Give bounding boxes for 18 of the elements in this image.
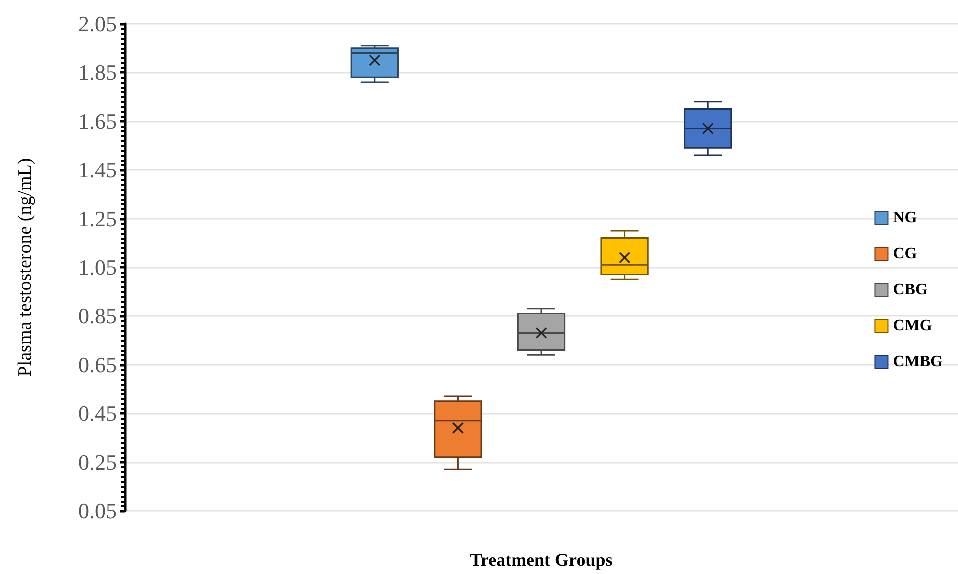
y-tick-label: 1.25 — [78, 206, 117, 232]
legend-label: NG — [893, 210, 918, 226]
y-tick-label: 1.05 — [78, 255, 117, 280]
legend-label: CMBG — [893, 354, 944, 370]
y-tick-label: 2.05 — [78, 12, 117, 36]
x-axis-title: Treatment Groups — [470, 550, 613, 570]
y-axis-title: Plasma testosterone (ng/mL) — [15, 158, 36, 377]
y-tick-label: 1.85 — [78, 60, 117, 86]
y-tick-label: 0.25 — [78, 450, 117, 475]
y-tick-label: 0.65 — [78, 352, 117, 378]
y-tick-label: 0.85 — [78, 304, 117, 329]
y-tick-label: 0.05 — [78, 498, 117, 524]
legend-label: CBG — [893, 282, 928, 298]
legend-label: CG — [893, 246, 918, 262]
legend-label: CMG — [893, 318, 933, 334]
y-tick-label: 1.65 — [78, 108, 117, 134]
y-tick-label: 1.45 — [78, 158, 117, 183]
y-tick-label: 0.45 — [78, 401, 117, 426]
